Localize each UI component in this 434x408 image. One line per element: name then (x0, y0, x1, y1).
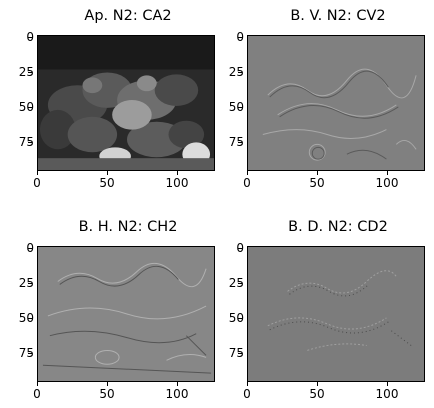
image-axes (247, 35, 425, 171)
x-tick (37, 382, 38, 386)
subplot-ch2: B. H. N2: CH2 0 50 100 0 25 50 75 (19, 217, 228, 407)
image-axes (37, 35, 215, 171)
y-tick (238, 72, 242, 73)
x-tick (177, 382, 178, 386)
x-tick (37, 171, 38, 175)
x-tick (387, 171, 388, 175)
image-axes (247, 246, 425, 382)
y-tick (28, 283, 32, 284)
x-tick (247, 382, 248, 386)
y-tick (238, 353, 242, 354)
y-tick (238, 248, 242, 249)
diagonal-detail-image (248, 247, 424, 381)
y-tick (28, 353, 32, 354)
subplot-title: Ap. N2: CA2 (84, 8, 172, 24)
y-tick-label: 50 (228, 100, 244, 114)
y-tick (28, 142, 32, 143)
x-tick (247, 171, 248, 175)
subplot-ca2: Ap. N2: CA2 (19, 6, 228, 196)
y-tick (238, 318, 242, 319)
x-tick (107, 171, 108, 175)
y-tick (238, 107, 242, 108)
x-tick-label: 100 (165, 387, 189, 401)
y-tick-label: 50 (18, 311, 34, 325)
x-tick-label: 50 (309, 387, 325, 401)
image-axes (37, 246, 215, 382)
x-tick (387, 382, 388, 386)
y-tick-label: 75 (228, 346, 244, 360)
x-tick (317, 382, 318, 386)
subplot-cd2: B. D. N2: CD2 0 50 100 0 25 50 75 (229, 217, 434, 407)
y-tick-label: 50 (228, 311, 244, 325)
y-tick-label: 25 (18, 65, 34, 79)
vertical-detail-image (248, 36, 424, 170)
x-tick-label: 100 (375, 176, 399, 190)
y-tick (28, 72, 32, 73)
y-tick-label: 25 (228, 276, 244, 290)
y-tick-label: 0 (26, 241, 34, 255)
x-tick-label: 50 (99, 387, 115, 401)
x-tick-label: 0 (243, 176, 251, 190)
y-tick-label: 75 (18, 135, 34, 149)
x-tick (317, 171, 318, 175)
y-tick-label: 25 (18, 276, 34, 290)
y-tick-label: 0 (26, 30, 34, 44)
y-tick-label: 0 (236, 241, 244, 255)
y-tick-label: 0 (236, 30, 244, 44)
subplot-cv2: B. V. N2: CV2 0 50 100 0 25 50 75 (229, 6, 434, 196)
y-tick (28, 107, 32, 108)
y-tick (238, 142, 242, 143)
x-tick-label: 50 (99, 176, 115, 190)
x-tick-label: 0 (33, 176, 41, 190)
x-tick (177, 171, 178, 175)
y-tick-label: 75 (228, 135, 244, 149)
y-tick-label: 50 (18, 100, 34, 114)
approximation-image (38, 36, 214, 170)
x-tick-label: 100 (165, 176, 189, 190)
x-tick-label: 100 (375, 387, 399, 401)
y-tick-label: 25 (228, 65, 244, 79)
y-tick (238, 37, 242, 38)
subplot-title: B. D. N2: CD2 (288, 219, 388, 235)
horizontal-detail-image (38, 247, 214, 381)
y-tick (28, 318, 32, 319)
x-tick-label: 0 (243, 387, 251, 401)
y-tick-label: 75 (18, 346, 34, 360)
y-tick (28, 248, 32, 249)
x-tick (107, 382, 108, 386)
x-tick-label: 0 (33, 387, 41, 401)
y-tick (28, 37, 32, 38)
y-tick (238, 283, 242, 284)
x-tick-label: 50 (309, 176, 325, 190)
subplot-title: B. H. N2: CH2 (78, 219, 178, 235)
subplot-title: B. V. N2: CV2 (290, 8, 386, 24)
